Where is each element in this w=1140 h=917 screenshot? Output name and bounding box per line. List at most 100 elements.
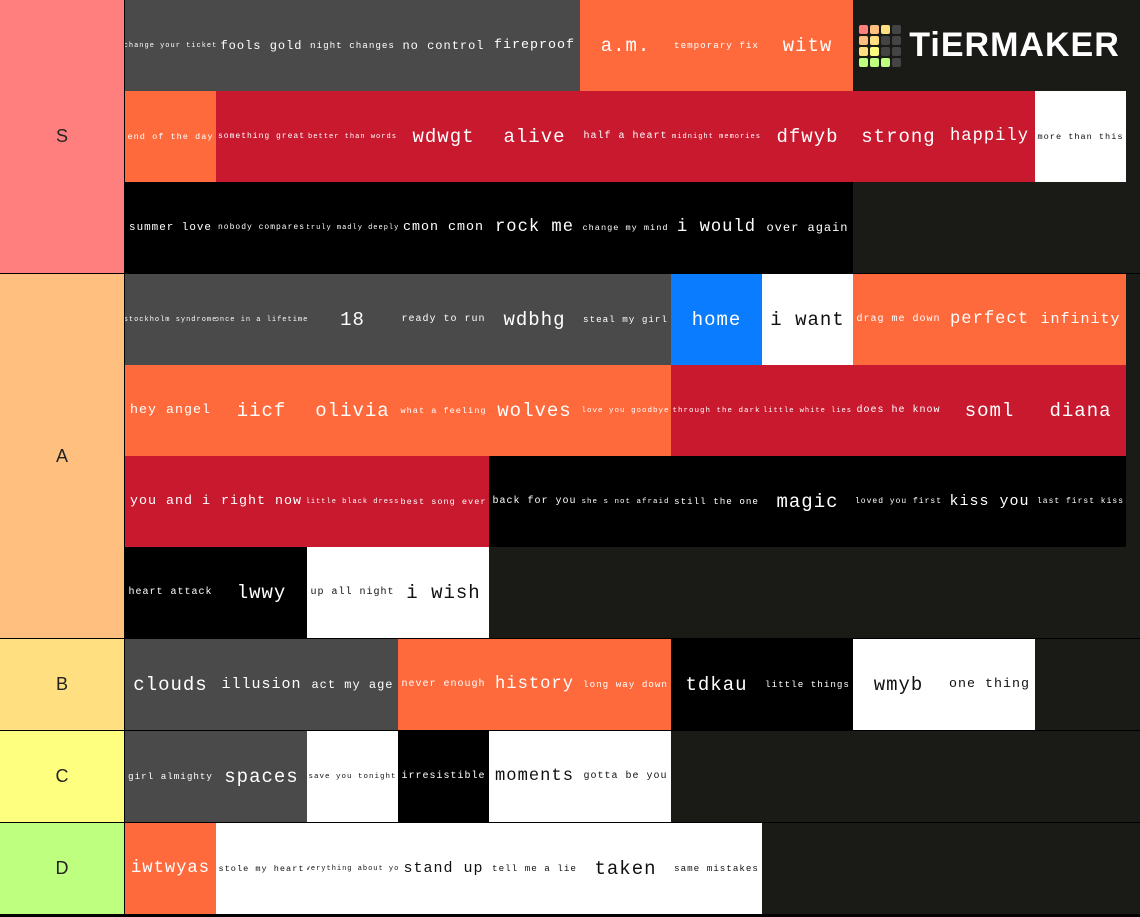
tier-item[interactable]: act my age (307, 639, 398, 730)
tier-item[interactable]: wolves (489, 365, 580, 456)
tier-item[interactable]: night changes (307, 0, 398, 91)
tier-item[interactable]: best song ever (398, 456, 489, 547)
tier-item[interactable]: end of the day (125, 91, 216, 182)
tier-item[interactable]: dfwyb (762, 91, 853, 182)
tier-item[interactable]: rock me (489, 182, 580, 273)
tier-item[interactable]: heart attack (125, 547, 216, 638)
tier-label: D (0, 823, 125, 914)
tier-item[interactable]: nobody compares (216, 182, 307, 273)
tier-item[interactable]: stockholm syndrome (125, 274, 216, 365)
logo: TiERMAKER (853, 0, 1126, 91)
tier-item[interactable]: over again (762, 182, 853, 273)
tier-item[interactable]: you and i (125, 456, 216, 547)
tier-item[interactable]: save you tonight (307, 731, 398, 822)
tier-items: clouds illusion act my age never enough hist… (125, 639, 1140, 730)
tier-item[interactable]: change your ticket (125, 0, 216, 91)
tier-item[interactable]: drag me down (853, 274, 944, 365)
tier-item[interactable]: diana (1035, 365, 1126, 456)
tier-item[interactable]: 18 (307, 274, 398, 365)
tier-item[interactable]: i want (762, 274, 853, 365)
tier-items: girl almighty spaces save you tonight irres… (125, 731, 1140, 822)
tier-item[interactable]: once in a lifetime (216, 274, 307, 365)
tier-item[interactable]: lwwy (216, 547, 307, 638)
tier-item[interactable]: change my mind (580, 182, 671, 273)
tier-item[interactable]: steal my girl (580, 274, 671, 365)
tier-item[interactable]: stand up (398, 823, 489, 914)
tier-item[interactable]: i would (671, 182, 762, 273)
tier-item[interactable]: loved you first (853, 456, 944, 547)
tier-item[interactable]: summer love (125, 182, 216, 273)
tier-items: stockholm syndrome once in a lifetime 18 re… (125, 274, 1140, 638)
tier-item[interactable]: hey angel (125, 365, 216, 456)
tier-item[interactable]: magic (762, 456, 853, 547)
tier-item[interactable]: right now (216, 456, 307, 547)
tier-item[interactable]: iicf (216, 365, 307, 456)
tier-item[interactable]: something great (216, 91, 307, 182)
tier-item[interactable]: tdkau (671, 639, 762, 730)
tier-item[interactable]: she s not afraid (580, 456, 671, 547)
tier-item[interactable]: no control (398, 0, 489, 91)
tier-item[interactable]: through the dark (671, 365, 762, 456)
tier-item[interactable]: a.m. (580, 0, 671, 91)
tier-item[interactable]: fools gold (216, 0, 307, 91)
tier-item[interactable]: temporary fix (671, 0, 762, 91)
tier-item[interactable]: stole my heart (216, 823, 307, 914)
tier-item[interactable]: iwtwyas (125, 823, 216, 914)
tier-item[interactable]: home (671, 274, 762, 365)
tier-item[interactable]: still the one (671, 456, 762, 547)
tier-items: change your ticket fools gold night change… (125, 0, 1140, 273)
tier-item[interactable]: one thing (944, 639, 1035, 730)
tier-item[interactable]: same mistakes (671, 823, 762, 914)
tier-item[interactable]: moments (489, 731, 580, 822)
tier-item[interactable]: soml (944, 365, 1035, 456)
tier-item[interactable]: little white lies (762, 365, 853, 456)
tier-item[interactable]: more than this (1035, 91, 1126, 182)
tier-item[interactable]: ready to run (398, 274, 489, 365)
tier-item[interactable]: midnight memories (671, 91, 762, 182)
tier-item[interactable]: olivia (307, 365, 398, 456)
tier-item[interactable]: never enough (398, 639, 489, 730)
tier-item[interactable]: cmon cmon (398, 182, 489, 273)
tier-item[interactable]: wdbhg (489, 274, 580, 365)
tier-item[interactable]: back for you (489, 456, 580, 547)
tier-item[interactable]: girl almighty (125, 731, 216, 822)
tier-item[interactable]: perfect (944, 274, 1035, 365)
tier-item[interactable]: happily (944, 91, 1035, 182)
tier-item[interactable]: everything about you (307, 823, 398, 914)
tier-item[interactable]: history (489, 639, 580, 730)
tier-item[interactable]: tell me a lie (489, 823, 580, 914)
tier-item[interactable]: truly madly deeply (307, 182, 398, 273)
tier-item[interactable]: little things (762, 639, 853, 730)
tier-item[interactable]: witw (762, 0, 853, 91)
tier-item[interactable]: alive (489, 91, 580, 182)
tier-item[interactable]: wdwgt (398, 91, 489, 182)
tier-item[interactable]: half a heart (580, 91, 671, 182)
tier-item[interactable]: gotta be you (580, 731, 671, 822)
tier-item[interactable]: fireproof (489, 0, 580, 91)
tier-item[interactable]: last first kiss (1035, 456, 1126, 547)
tier-item[interactable]: illusion (216, 639, 307, 730)
tier-item[interactable]: long way down (580, 639, 671, 730)
tier-item[interactable]: better than words (307, 91, 398, 182)
tier-item[interactable]: what a feeling (398, 365, 489, 456)
tier-item[interactable]: i wish (398, 547, 489, 638)
tier-item[interactable]: does he know (853, 365, 944, 456)
tier-item[interactable]: little black dress (307, 456, 398, 547)
tier-item[interactable]: strong (853, 91, 944, 182)
tier-item[interactable]: taken (580, 823, 671, 914)
tier-item[interactable]: irresistible (398, 731, 489, 822)
tier-item[interactable]: clouds (125, 639, 216, 730)
tier-item[interactable]: spaces (216, 731, 307, 822)
tier-label: C (0, 731, 125, 822)
tier-item[interactable]: kiss you (944, 456, 1035, 547)
tier-item[interactable]: love you goodbye (580, 365, 671, 456)
tier-item[interactable]: up all night (307, 547, 398, 638)
tier-item[interactable]: wmyb (853, 639, 944, 730)
tier-item[interactable]: infinity (1035, 274, 1126, 365)
